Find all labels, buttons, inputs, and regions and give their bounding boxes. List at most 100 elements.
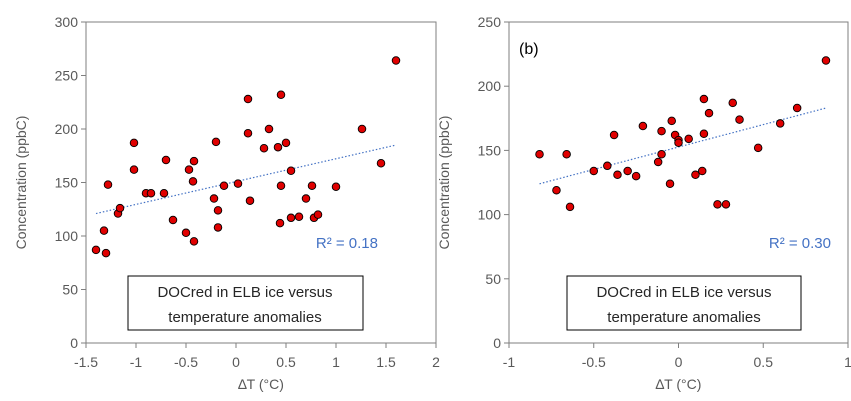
data-point xyxy=(213,223,223,232)
y-tick-label: 0 xyxy=(493,335,501,351)
data-point xyxy=(313,210,323,219)
data-point xyxy=(273,142,283,152)
data-point xyxy=(665,179,675,189)
data-point xyxy=(276,90,286,100)
data-point xyxy=(243,129,253,138)
y-tick-label: 300 xyxy=(55,14,79,30)
data-point xyxy=(129,138,139,148)
annotation-line-2: temperature anomalies xyxy=(607,309,760,326)
data-point xyxy=(713,200,722,209)
r-squared-label: R² = 0.30 xyxy=(769,235,831,252)
data-point xyxy=(188,177,198,186)
data-point xyxy=(735,115,744,124)
data-point xyxy=(699,94,709,104)
data-point xyxy=(99,226,109,235)
r-squared-label: R² = 0.18 xyxy=(316,235,378,252)
x-tick-label: 1.5 xyxy=(376,354,396,370)
data-point xyxy=(168,215,178,225)
y-axis-label: Concentration (ppbC) xyxy=(436,116,452,250)
x-tick-label: -1 xyxy=(503,354,516,370)
y-tick-label: 50 xyxy=(485,271,501,287)
data-point xyxy=(219,181,229,190)
data-point xyxy=(259,144,269,153)
data-point xyxy=(103,180,113,189)
data-point xyxy=(565,202,575,212)
data-point xyxy=(603,161,612,171)
data-point xyxy=(275,218,285,228)
y-tick-label: 150 xyxy=(478,142,502,158)
data-point xyxy=(376,158,386,168)
data-point xyxy=(697,166,707,176)
data-point xyxy=(286,166,296,175)
data-point xyxy=(211,137,221,147)
data-point xyxy=(181,228,191,238)
trendline xyxy=(95,144,397,215)
data-point xyxy=(623,166,632,176)
data-point xyxy=(699,129,709,138)
data-point xyxy=(161,155,171,165)
data-point xyxy=(589,166,599,176)
x-tick-label: -1.5 xyxy=(74,354,98,370)
y-tick-label: 150 xyxy=(55,175,79,191)
y-tick-label: 50 xyxy=(62,282,78,298)
data-point xyxy=(792,103,802,113)
data-point xyxy=(184,165,194,174)
data-point xyxy=(631,171,641,181)
x-axis-label: ∆T (°C) xyxy=(238,376,284,392)
y-tick-label: 0 xyxy=(70,335,78,351)
x-tick-label: 0 xyxy=(232,354,240,370)
data-point xyxy=(357,124,367,134)
data-point xyxy=(209,194,219,203)
x-tick-label: 0.5 xyxy=(754,354,774,370)
data-point xyxy=(243,94,253,104)
data-point xyxy=(691,170,700,180)
x-tick-label: 1 xyxy=(332,354,340,370)
data-point xyxy=(301,194,311,203)
data-point xyxy=(657,126,666,136)
annotation-box xyxy=(566,275,802,331)
data-point xyxy=(233,179,243,188)
annotation-line-2: temperature anomalies xyxy=(168,309,321,326)
panel-label: (b) xyxy=(519,41,539,58)
data-point xyxy=(101,248,111,258)
data-point xyxy=(653,157,663,167)
y-axis-label: Concentration (ppbC) xyxy=(13,116,29,250)
data-point xyxy=(213,206,223,215)
data-point xyxy=(294,212,304,221)
data-point xyxy=(146,188,156,198)
x-tick-label: 1 xyxy=(844,354,851,370)
data-point xyxy=(704,108,714,118)
x-tick-label: 2 xyxy=(432,354,440,370)
annotation-line-1: DOCred in ELB ice versus xyxy=(596,284,771,301)
data-point xyxy=(245,196,255,205)
trendline xyxy=(539,107,827,185)
data-point xyxy=(189,237,199,246)
data-point xyxy=(638,121,648,131)
x-axis-label: ∆T (°C) xyxy=(656,376,702,392)
data-point xyxy=(159,188,169,198)
data-point xyxy=(674,138,683,147)
data-point xyxy=(286,213,296,223)
data-point xyxy=(609,130,619,140)
data-point xyxy=(775,119,785,128)
data-point xyxy=(281,138,291,148)
data-point xyxy=(552,185,561,195)
data-point xyxy=(91,245,101,255)
data-point xyxy=(728,98,737,108)
data-point xyxy=(276,181,286,190)
data-point xyxy=(657,150,666,159)
data-point xyxy=(684,134,693,144)
y-tick-label: 250 xyxy=(478,14,502,30)
data-point xyxy=(264,124,274,134)
annotation-box xyxy=(127,275,364,331)
data-point xyxy=(721,200,731,209)
y-tick-label: 200 xyxy=(478,78,502,94)
data-point xyxy=(331,182,341,192)
y-tick-label: 100 xyxy=(55,228,79,244)
x-tick-label: 0.5 xyxy=(276,354,296,370)
data-point xyxy=(535,150,544,159)
data-point xyxy=(189,156,199,166)
x-tick-label: -0.5 xyxy=(174,354,198,370)
